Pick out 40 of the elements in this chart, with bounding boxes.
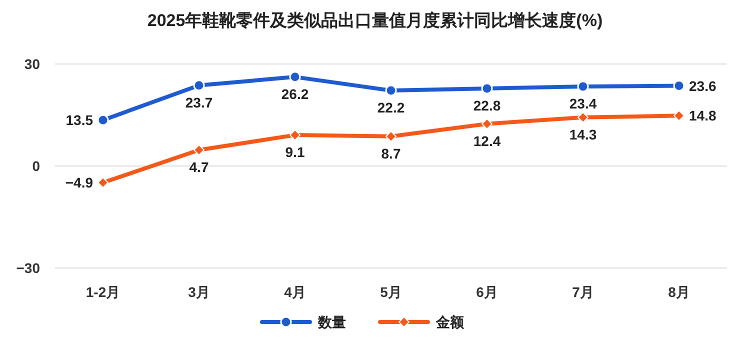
xtick: 6月 [476,284,498,300]
xtick: 4月 [284,284,306,300]
xtick: 5月 [380,284,402,300]
point [194,144,204,156]
point [481,82,493,94]
xtick: 8月 [668,284,690,300]
label: 22.8 [473,97,501,114]
point [290,130,300,141]
point [482,118,492,130]
title: 2025年鞋靴零件及类似品出口量值月度累计同比增长速度(%) [147,11,603,30]
label: 14.8 [689,108,716,124]
xtick: 7月 [572,284,594,300]
label: 23.4 [569,95,597,112]
point [577,80,589,92]
label: 9.1 [285,144,305,160]
label: 14.3 [569,126,597,142]
label: 23.7 [185,94,213,110]
label: −4.9 [65,174,93,191]
label: 26.2 [281,86,309,102]
point [97,114,109,126]
label: 4.7 [189,159,209,176]
xtick: 3月 [188,284,210,300]
point [386,130,396,142]
label: 12.4 [473,132,501,149]
ytick: −30 [16,260,40,276]
ytick: 30 [24,56,40,72]
point [385,84,397,96]
label: 8.7 [381,145,401,162]
point [578,112,588,123]
point [193,80,205,92]
label: 13.5 [66,112,93,128]
legend-label: 金额 [435,314,465,330]
legend-label: 数量 [317,314,346,330]
point [674,110,684,122]
xtick: 1-2月 [86,284,120,300]
label: 23.6 [689,78,716,94]
point [289,71,301,83]
label: 22.2 [377,100,405,116]
ytick: 0 [32,158,40,174]
point [98,177,108,188]
